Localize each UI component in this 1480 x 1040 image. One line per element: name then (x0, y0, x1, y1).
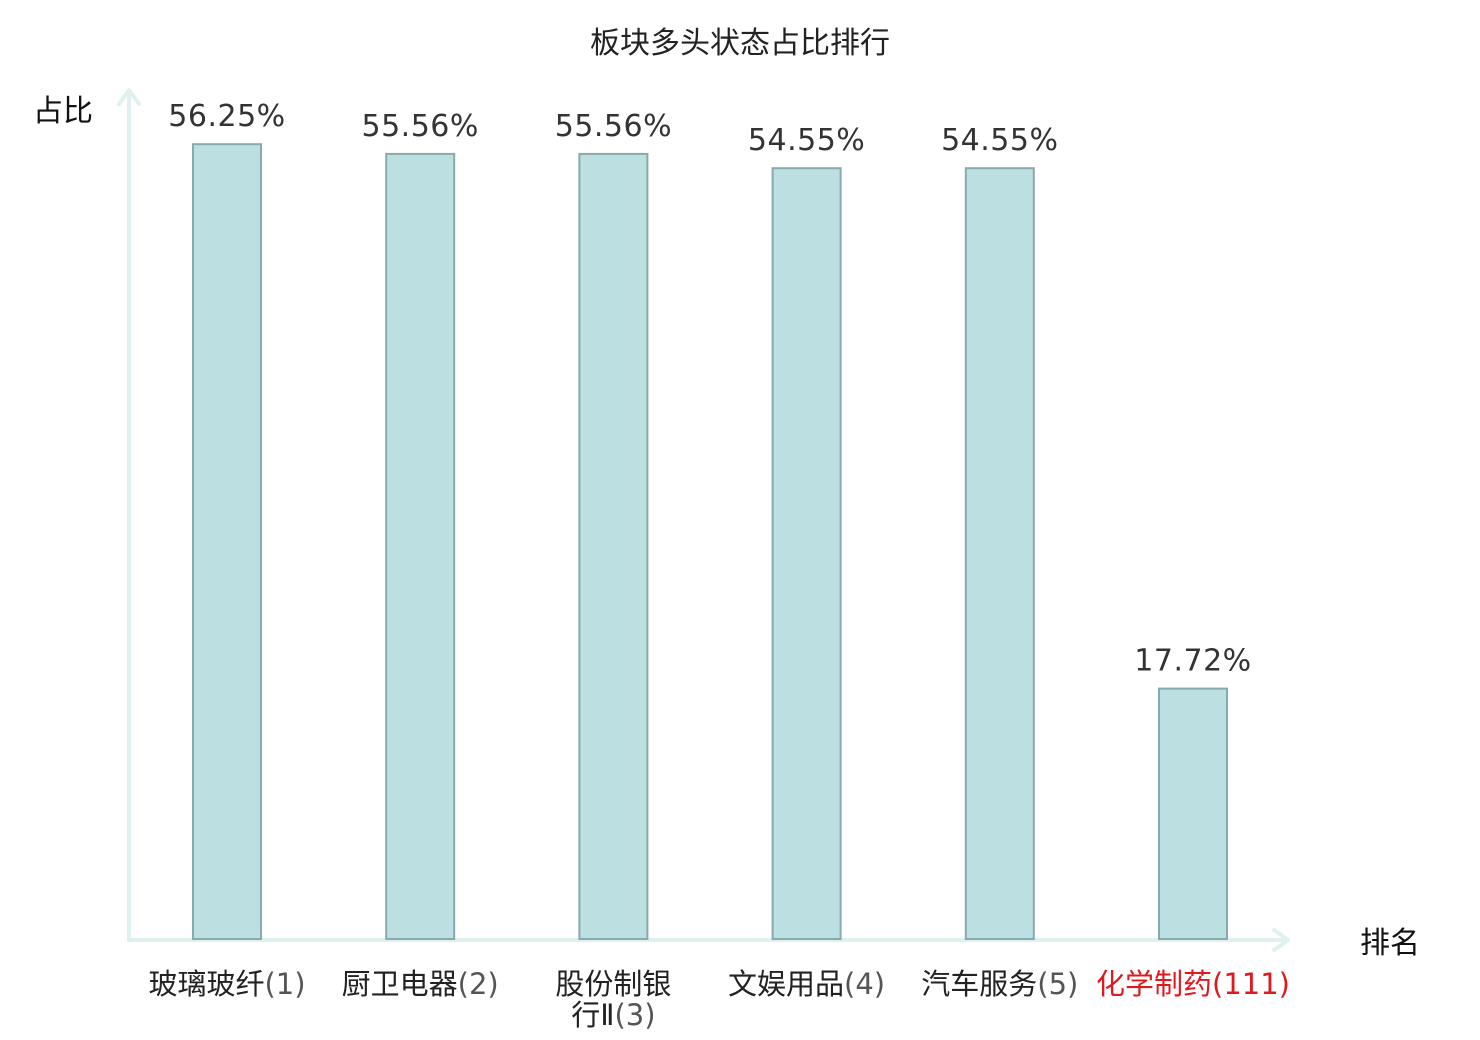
value-label-4: 54.55% (748, 123, 865, 158)
category-label-6: 化学制药(111) (1096, 967, 1290, 1001)
category-name: 玻璃玻纤 (148, 967, 264, 1001)
category-name: 厨卫电器 (342, 967, 458, 1001)
bar-5 (964, 167, 1035, 940)
y-axis-arrow (117, 88, 141, 106)
category-name: 汽车服务 (921, 967, 1037, 1001)
category-rank: (4) (844, 967, 885, 1001)
bar-1 (192, 143, 262, 940)
category-label-3: 股份制银行Ⅱ(3) (555, 967, 671, 1032)
x-axis-arrow (1272, 928, 1290, 952)
category-labels-layer: 玻璃玻纤(1) 厨卫电器(2) 股份制银行Ⅱ(3) 文娱用品(4) 汽车服务(5) 化学制… (148, 967, 1290, 1032)
value-label-6: 17.72% (1134, 644, 1251, 679)
category-rank: (5) (1037, 967, 1078, 1001)
category-rank: (3) (614, 998, 655, 1032)
category-label-2: 厨卫电器(2) (342, 967, 499, 1001)
value-label-5: 54.55% (941, 123, 1058, 158)
bars-layer (192, 143, 1228, 940)
category-rank: (2) (458, 967, 499, 1001)
category-name-line1: 股份制银 (555, 967, 671, 1001)
value-labels-layer: 56.25% 55.56% 55.56% 54.55% 54.55% 17.72% (168, 99, 1251, 678)
x-axis-label: 排名 (1360, 926, 1420, 961)
bar-6 (1158, 687, 1228, 940)
category-name-line2: 行Ⅱ (571, 998, 614, 1032)
category-label-5: 汽车服务(5) (921, 967, 1078, 1001)
chart-title: 板块多头状态占比排行 (590, 26, 890, 61)
value-label-1: 56.25% (168, 99, 285, 134)
bar-2 (385, 152, 456, 940)
category-rank: (1) (264, 967, 305, 1001)
category-name: 文娱用品 (728, 967, 844, 1001)
bar-4 (771, 167, 842, 940)
bar-3 (578, 152, 649, 940)
category-rank: (111) (1212, 967, 1290, 1001)
value-label-3: 55.56% (555, 109, 672, 144)
category-label-1: 玻璃玻纤(1) (148, 967, 305, 1001)
category-label-4: 文娱用品(4) (728, 967, 885, 1001)
value-label-2: 55.56% (362, 109, 479, 144)
category-name: 化学制药 (1096, 967, 1212, 1001)
y-axis-label: 占比 (33, 94, 93, 129)
